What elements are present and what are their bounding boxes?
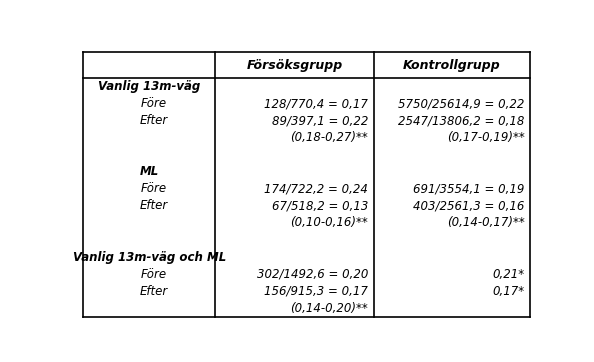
Text: (0,17-0,19)**: (0,17-0,19)**	[447, 131, 525, 144]
Text: Vanlig 13m-väg: Vanlig 13m-väg	[98, 80, 200, 93]
Text: Vanlig 13m-väg och ML: Vanlig 13m-väg och ML	[72, 251, 226, 264]
Text: Före: Före	[141, 97, 167, 110]
Text: Kontrollgrupp: Kontrollgrupp	[403, 59, 501, 72]
Text: 89/397,1 = 0,22: 89/397,1 = 0,22	[272, 114, 368, 127]
Text: Före: Före	[141, 182, 167, 195]
Text: Före: Före	[141, 268, 167, 281]
Text: 302/1492,6 = 0,20: 302/1492,6 = 0,20	[257, 268, 368, 281]
Text: 67/518,2 = 0,13: 67/518,2 = 0,13	[272, 199, 368, 212]
Text: 174/722,2 = 0,24: 174/722,2 = 0,24	[264, 182, 368, 195]
Text: 0,21*: 0,21*	[492, 268, 525, 281]
Text: 156/915,3 = 0,17: 156/915,3 = 0,17	[264, 285, 368, 298]
Text: Efter: Efter	[140, 114, 168, 127]
Text: (0,18-0,27)**: (0,18-0,27)**	[290, 131, 368, 144]
Text: 2547/13806,2 = 0,18: 2547/13806,2 = 0,18	[398, 114, 525, 127]
Text: 403/2561,3 = 0,16: 403/2561,3 = 0,16	[413, 199, 525, 212]
Text: Efter: Efter	[140, 199, 168, 212]
Text: Efter: Efter	[140, 285, 168, 298]
Text: 5750/25614,9 = 0,22: 5750/25614,9 = 0,22	[398, 97, 525, 110]
Text: 0,17*: 0,17*	[492, 285, 525, 298]
Text: 691/3554,1 = 0,19: 691/3554,1 = 0,19	[413, 182, 525, 195]
Text: ML: ML	[140, 165, 159, 178]
Text: (0,10-0,16)**: (0,10-0,16)**	[290, 216, 368, 230]
Text: (0,14-0,20)**: (0,14-0,20)**	[290, 302, 368, 315]
Text: 128/770,4 = 0,17: 128/770,4 = 0,17	[264, 97, 368, 110]
Text: Försöksgrupp: Försöksgrupp	[247, 59, 343, 72]
Text: (0,14-0,17)**: (0,14-0,17)**	[447, 216, 525, 230]
